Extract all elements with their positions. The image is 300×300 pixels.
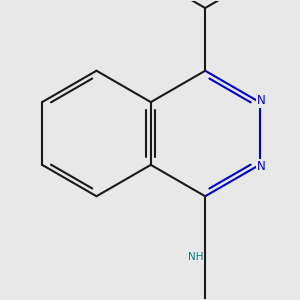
Text: N: N: [257, 94, 266, 107]
Text: NH: NH: [188, 252, 203, 262]
Text: N: N: [257, 160, 266, 173]
